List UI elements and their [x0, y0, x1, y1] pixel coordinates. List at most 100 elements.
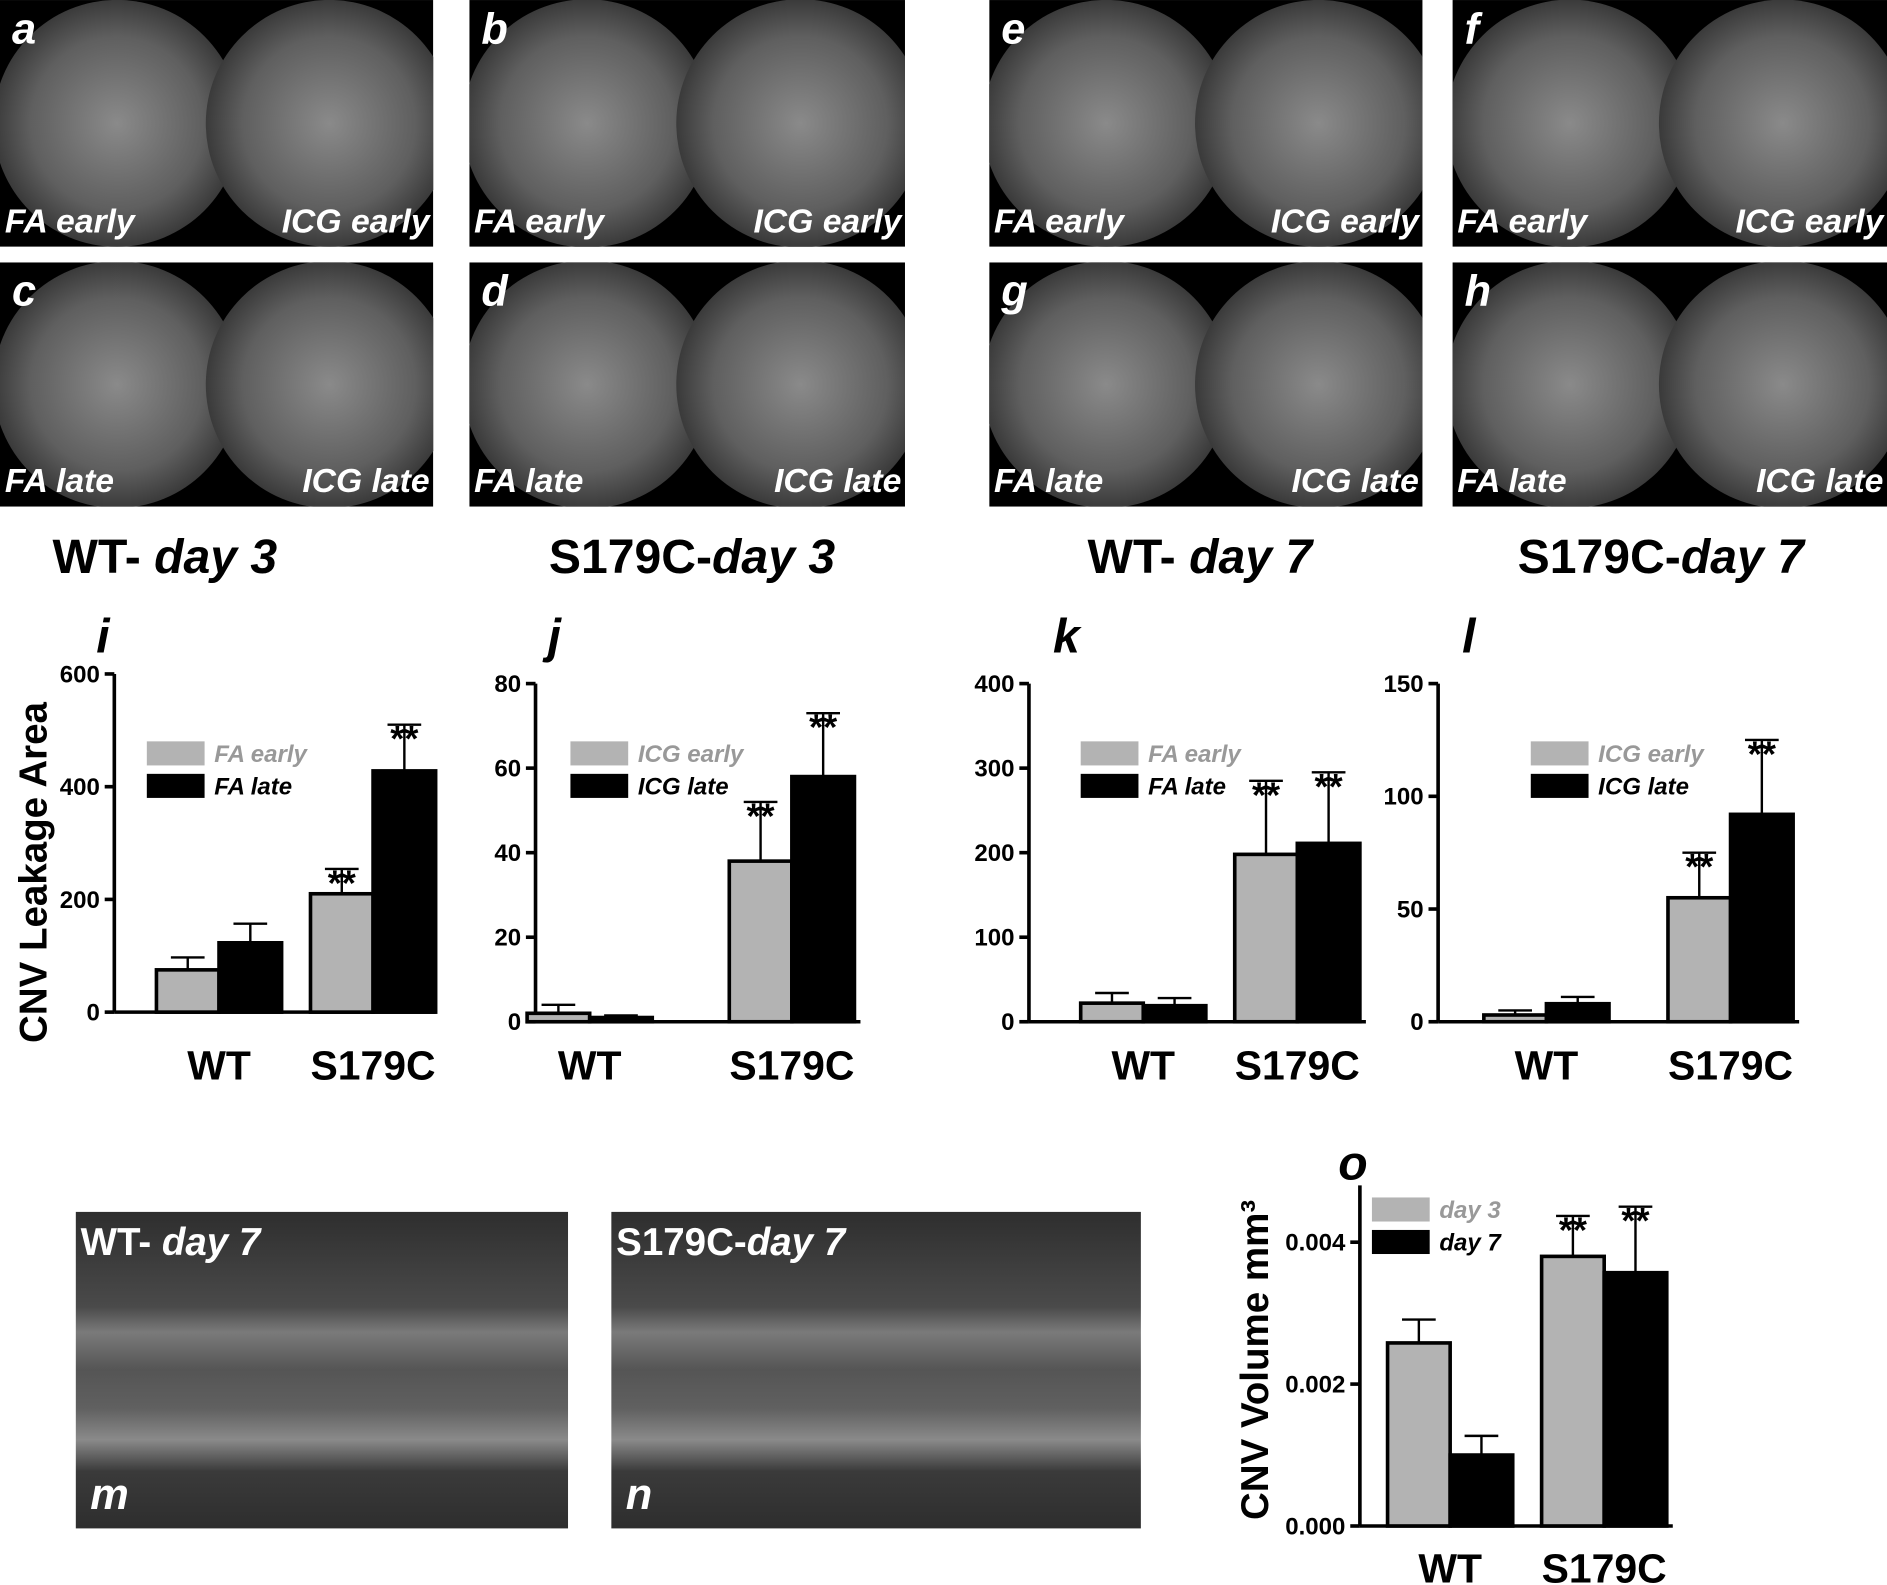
legend-swatch — [146, 773, 205, 798]
group-name: S179C- — [549, 530, 712, 584]
x-tick-label: WT — [1515, 1043, 1579, 1089]
fundus-image — [1195, 0, 1423, 247]
bar — [727, 859, 794, 1024]
group-title: S179C-day 3 — [549, 530, 835, 584]
legend-label: FA early — [214, 741, 308, 768]
fundus-image — [989, 262, 1230, 507]
panel-caption: ICG late — [774, 463, 901, 500]
bar — [1666, 895, 1733, 1024]
panel-letter: g — [1000, 268, 1027, 316]
panel-caption: FA early — [474, 203, 606, 240]
oct-day: day 7 — [162, 1221, 262, 1264]
y-tick-label: 0 — [1410, 1009, 1423, 1036]
x-tick-label: WT — [1418, 1546, 1482, 1585]
legend-label: day 7 — [1439, 1229, 1502, 1256]
error-bar — [743, 800, 778, 862]
y-tick-label: 100 — [1384, 784, 1424, 811]
error-bar — [387, 723, 422, 771]
significance: ** — [747, 795, 776, 836]
y-tick-label: 0 — [87, 1000, 100, 1027]
panel-caption: ICG early — [282, 203, 432, 240]
fundus-image — [0, 0, 241, 247]
y-tick-label: 0.004 — [1285, 1230, 1346, 1257]
significance: ** — [1685, 846, 1714, 887]
x-tick-label: S179C — [729, 1043, 854, 1089]
panel-letter: k — [1053, 609, 1082, 663]
error-bar — [1311, 771, 1346, 844]
significance: ** — [1621, 1200, 1650, 1241]
error-bar — [1682, 851, 1717, 898]
y-tick-label: 400 — [60, 774, 100, 801]
error-bar — [1157, 996, 1192, 1006]
panel-caption: FA late — [1457, 463, 1566, 500]
x-tick-label: S179C — [1542, 1546, 1667, 1585]
error-bar — [1249, 779, 1283, 855]
oct-day: day 7 — [747, 1221, 847, 1264]
legend-swatch — [1371, 1229, 1430, 1255]
legend-swatch — [1530, 773, 1589, 798]
panel-caption: ICG early — [1735, 203, 1885, 240]
group-title: WT- day 7 — [1088, 530, 1315, 584]
error-bar — [1402, 1318, 1436, 1343]
error-bar — [806, 711, 841, 777]
legend-swatch — [146, 741, 205, 766]
y-tick-label: 300 — [974, 756, 1014, 783]
error-bar — [1498, 1009, 1532, 1015]
bar — [1078, 1001, 1146, 1024]
error-bar — [1556, 1214, 1590, 1257]
panel-caption: ICG late — [1756, 463, 1883, 500]
bar — [371, 769, 438, 1014]
panel-letter: i — [96, 609, 111, 663]
y-tick-label: 0 — [508, 1009, 521, 1036]
panel-letter: f — [1465, 5, 1484, 53]
panel-letter: b — [481, 5, 507, 53]
bar — [1295, 841, 1362, 1024]
fundus-image — [1658, 262, 1887, 507]
error-bar — [1095, 991, 1129, 1004]
significance: ** — [390, 718, 419, 759]
oct-image — [611, 1211, 1141, 1529]
panel-letter: j — [542, 609, 563, 663]
panel-caption: ICG late — [1292, 463, 1419, 500]
legend-label: FA early — [1148, 741, 1242, 768]
panel-letter: n — [626, 1471, 652, 1519]
bar — [1544, 1001, 1611, 1024]
fundus-image — [0, 262, 241, 507]
bar — [1232, 852, 1300, 1024]
bar — [308, 891, 375, 1014]
y-tick-label: 50 — [1397, 896, 1424, 923]
significance: ** — [1315, 766, 1344, 807]
y-tick-label: 200 — [974, 840, 1014, 867]
bar — [1602, 1270, 1669, 1528]
error-bar — [604, 1014, 638, 1018]
group-name: S179C- — [1518, 530, 1681, 584]
group-name: WT- — [53, 530, 155, 584]
fundus-image — [1452, 262, 1694, 507]
panel-letter: d — [481, 268, 509, 316]
fundus-panel — [1452, 0, 1887, 247]
bar — [1728, 812, 1795, 1024]
y-tick-label: 0.002 — [1285, 1372, 1345, 1399]
y-tick-label: 20 — [494, 925, 521, 952]
y-axis-title: CNV Leakage Area — [12, 701, 55, 1043]
y-tick-label: 150 — [1384, 671, 1424, 698]
panel-letter: l — [1462, 609, 1477, 663]
panel-caption: FA early — [1457, 203, 1589, 240]
bar — [1385, 1341, 1452, 1528]
bar — [1539, 1254, 1606, 1528]
fundus-panel — [0, 262, 434, 507]
significance: ** — [1252, 774, 1281, 815]
bar — [1141, 1003, 1208, 1024]
fundus-image — [1195, 262, 1423, 507]
x-tick-label: S179C — [311, 1043, 436, 1089]
fundus-image — [989, 0, 1230, 247]
legend-swatch — [570, 741, 629, 766]
significance: ** — [1748, 733, 1777, 774]
x-tick-label: WT — [558, 1043, 622, 1089]
fundus-panel — [0, 0, 434, 247]
legend-label: FA late — [1148, 773, 1226, 800]
panel-caption: FA early — [5, 203, 137, 240]
bar — [154, 968, 221, 1014]
fundus-image — [469, 262, 712, 507]
